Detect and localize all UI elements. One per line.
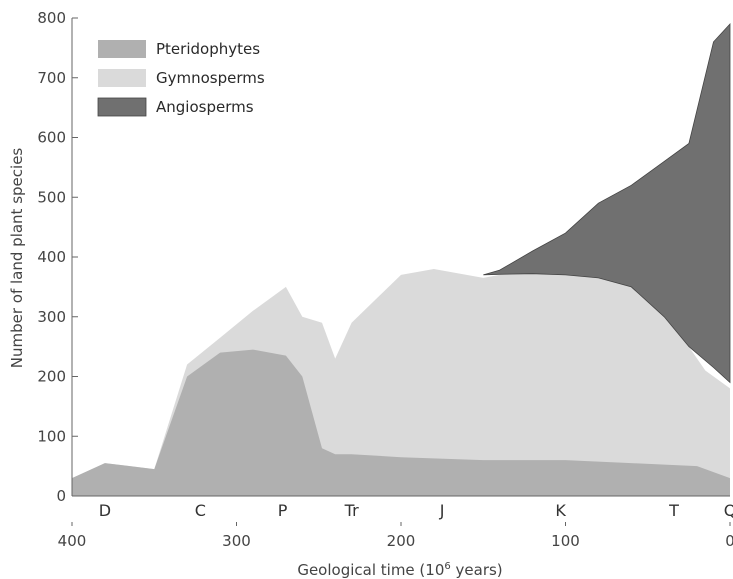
legend-swatch-pteridophytes [98, 40, 146, 58]
legend: Pteridophytes Gymnosperms Angiosperms [97, 40, 265, 117]
y-tick-label: 600 [37, 129, 66, 147]
legend-label-gymnosperms: Gymnosperms [156, 69, 265, 87]
area-layer [72, 22, 731, 496]
x-tick-label: 0 [725, 532, 733, 550]
y-axis-title: Number of land plant species [8, 148, 26, 369]
y-tick-label: 500 [37, 188, 66, 206]
y-tick-label: 0 [56, 487, 66, 505]
x-tick-label: 200 [387, 532, 416, 550]
legend-label-pteridophytes: Pteridophytes [156, 40, 260, 58]
period-label: Tr [344, 501, 359, 520]
area-angiosperms [483, 22, 731, 384]
period-label: K [555, 501, 566, 520]
y-tick-label: 400 [37, 248, 66, 266]
x-tick-label: 100 [551, 532, 580, 550]
x-tick-label: 300 [222, 532, 251, 550]
period-label: C [195, 501, 206, 520]
period-label: Q [724, 501, 733, 520]
legend-swatch-gymnosperms [98, 69, 146, 87]
y-tick-label: 800 [37, 9, 66, 27]
period-label: D [99, 501, 111, 520]
y-tick-label: 300 [37, 308, 66, 326]
x-tick-label: 400 [58, 532, 87, 550]
period-label: J [439, 501, 445, 520]
area-pteridophytes [72, 349, 730, 496]
legend-label-angiosperms: Angiosperms [156, 98, 254, 116]
period-layer: D C P Tr J K T Q [99, 501, 733, 520]
y-tick-label: 700 [37, 69, 66, 87]
period-label: T [668, 501, 679, 520]
x-axis-title: Geological time (106 years) [297, 561, 502, 579]
x-axis-title-superscript: 6 [444, 561, 450, 572]
tick-layer: 0 100 200 300 400 500 600 700 800 400 300 200 100 0 [37, 9, 733, 550]
period-label: P [278, 501, 288, 520]
legend-swatch-angiosperms [97, 97, 147, 117]
y-tick-label: 200 [37, 368, 66, 386]
y-tick-label: 100 [37, 427, 66, 445]
